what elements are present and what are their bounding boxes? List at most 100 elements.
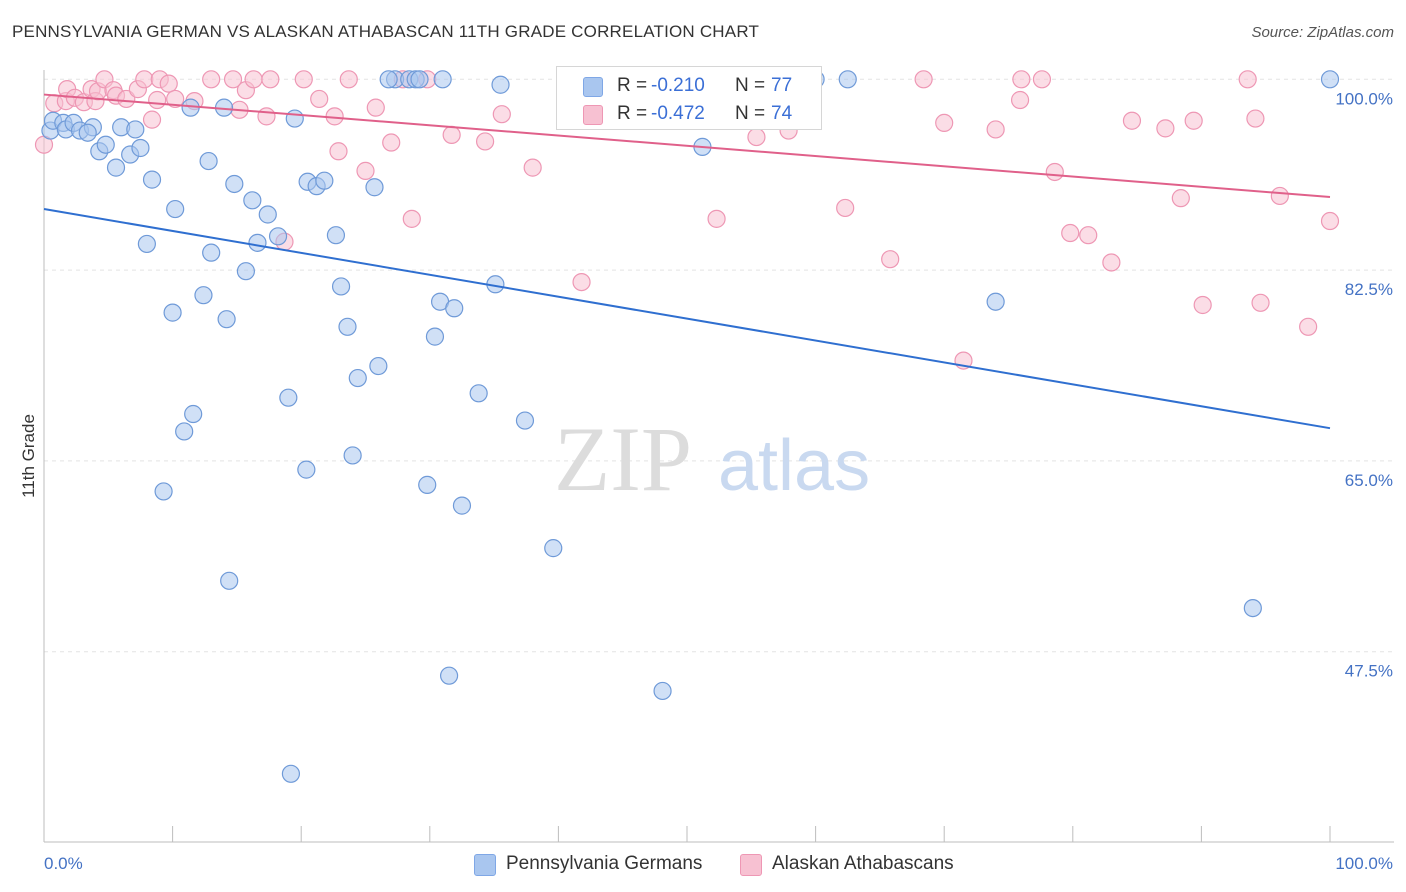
watermark-zip: ZIP [554, 408, 692, 510]
legend-label: Alaskan Athabascans [772, 853, 954, 874]
point-alaskan-athabascan [1193, 295, 1212, 315]
point-pennsylvania-german [410, 70, 429, 89]
point-pennsylvania-german [106, 158, 126, 177]
point-pennsylvania-german [338, 317, 357, 336]
point-alaskan-athabascan [402, 209, 421, 228]
point-pennsylvania-german [326, 226, 346, 245]
point-pennsylvania-german [142, 170, 162, 189]
point-pennsylvania-german [184, 404, 203, 424]
gridlines [44, 78, 1394, 653]
chart-title: PENNSYLVANIA GERMAN VS ALASKAN ATHABASCA… [12, 22, 760, 41]
axes [43, 70, 1394, 843]
point-alaskan-athabascan [1102, 253, 1121, 272]
source-credit: Source: ZipAtlas.com [1251, 24, 1394, 41]
point-pennsylvania-german [258, 205, 277, 224]
stats-row-pennsylvania: R = -0.210 N = 77 [557, 73, 821, 101]
point-pennsylvania-german [315, 171, 334, 190]
point-pennsylvania-german [236, 262, 256, 281]
point-pennsylvania-german [365, 178, 384, 197]
point-alaskan-athabascan [159, 74, 178, 93]
point-alaskan-athabascan [1251, 293, 1270, 312]
y-axis-title: 11th Grade [19, 414, 38, 498]
point-pennsylvania-german [163, 303, 182, 322]
r-value: -0.472 [651, 103, 705, 124]
point-pennsylvania-german [1320, 70, 1340, 89]
r-label: R = [617, 75, 648, 96]
point-pennsylvania-german [225, 174, 244, 194]
point-alaskan-athabascan [442, 125, 461, 145]
point-pennsylvania-german [248, 233, 267, 252]
point-pennsylvania-german [194, 286, 213, 305]
point-pennsylvania-german [126, 120, 145, 139]
point-pennsylvania-german [986, 292, 1005, 311]
point-alaskan-athabascan [261, 70, 280, 89]
point-pennsylvania-german [331, 277, 351, 296]
point-alaskan-athabascan [1238, 70, 1257, 89]
point-alaskan-athabascan [935, 113, 954, 133]
point-pennsylvania-german [220, 571, 239, 590]
point-alaskan-athabascan [117, 89, 136, 109]
point-pennsylvania-german [425, 327, 445, 346]
point-alaskan-athabascan [339, 70, 358, 89]
point-pennsylvania-german [544, 539, 563, 558]
watermark: ZIP atlas [554, 408, 870, 510]
legend-swatch-blue [474, 854, 496, 876]
point-pennsylvania-german [343, 446, 362, 465]
point-pennsylvania-german [369, 356, 388, 376]
point-alaskan-athabascan [1156, 119, 1175, 138]
point-pennsylvania-german [445, 299, 464, 318]
point-alaskan-athabascan [135, 70, 154, 89]
point-pennsylvania-german [653, 681, 672, 701]
point-pennsylvania-german [78, 123, 97, 142]
point-alaskan-athabascan [523, 158, 542, 177]
point-alaskan-athabascan [881, 250, 900, 269]
trendline-pennsylvania-german [43, 208, 1331, 430]
point-alaskan-athabascan [1246, 109, 1265, 128]
point-alaskan-athabascan [244, 70, 263, 89]
point-alaskan-athabascan [747, 127, 766, 147]
point-alaskan-athabascan [1184, 111, 1203, 130]
point-alaskan-athabascan [166, 89, 185, 109]
point-pennsylvania-german [285, 109, 304, 128]
point-alaskan-athabascan [1299, 317, 1318, 336]
point-pennsylvania-german [838, 70, 857, 89]
r-label: R = [617, 103, 648, 124]
trendlines [43, 93, 1331, 430]
point-pennsylvania-german [491, 75, 510, 94]
point-alaskan-athabascan [356, 161, 375, 180]
point-pennsylvania-german [297, 460, 316, 479]
point-alaskan-athabascan [329, 142, 348, 161]
n-value: 77 [771, 75, 793, 96]
point-alaskan-athabascan [1122, 111, 1142, 130]
point-alaskan-athabascan [1032, 70, 1052, 89]
point-alaskan-athabascan [382, 133, 401, 152]
point-alaskan-athabascan [492, 105, 511, 124]
point-pennsylvania-german [348, 368, 367, 388]
point-pennsylvania-german [433, 70, 452, 89]
series-legend: Pennsylvania Germans Alaskan Athabascans [0, 852, 1406, 878]
legend-label: Pennsylvania Germans [506, 853, 703, 874]
stats-legend: R = -0.210 N = 77 R = -0.472 N = 74 [556, 66, 822, 130]
point-pennsylvania-german [279, 388, 298, 407]
y-tick-label: 65.0% [1345, 471, 1393, 490]
r-value: -0.210 [651, 75, 705, 96]
point-alaskan-athabascan [986, 120, 1005, 139]
x-tick-label: 100.0% [1335, 854, 1393, 873]
point-pennsylvania-german [131, 138, 150, 158]
n-value: 74 [771, 103, 793, 124]
trendline-alaskan-athabascan [43, 93, 1331, 199]
point-alaskan-athabascan [707, 209, 726, 228]
point-alaskan-athabascan [1061, 223, 1080, 243]
point-pennsylvania-german [154, 482, 173, 501]
point-alaskan-athabascan [148, 90, 167, 110]
point-pennsylvania-german [137, 234, 156, 254]
point-alaskan-athabascan [1010, 90, 1030, 110]
y-tick-label: 47.5% [1345, 662, 1393, 681]
point-alaskan-athabascan [1045, 162, 1064, 182]
point-pennsylvania-german [418, 475, 437, 494]
n-label: N = [735, 103, 766, 124]
point-pennsylvania-german [379, 70, 398, 89]
tick-labels: 100.0% 82.5% 65.0% 47.5% 0.0% 100.0% [44, 89, 1393, 873]
point-pennsylvania-german [96, 135, 115, 154]
